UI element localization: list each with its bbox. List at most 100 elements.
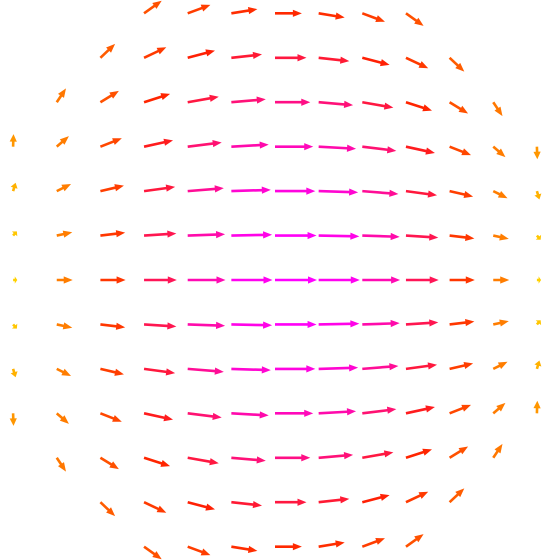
arrow (449, 189, 474, 199)
arrow (55, 88, 66, 103)
arrow (405, 145, 435, 155)
arrow (275, 187, 316, 195)
arrow (231, 51, 263, 60)
arrow (492, 145, 506, 158)
arrow (187, 276, 226, 284)
arrow (318, 56, 350, 64)
arrow (361, 56, 390, 67)
arrow (99, 456, 119, 470)
arrow (405, 100, 432, 112)
arrow (362, 319, 400, 328)
arrow (492, 361, 508, 371)
arrow (143, 456, 171, 467)
arrow (275, 409, 314, 417)
arrow (362, 450, 394, 460)
arrow (9, 134, 17, 147)
arrow (405, 491, 429, 504)
arrow (187, 500, 215, 511)
arrow (231, 186, 271, 194)
arrow (100, 230, 126, 238)
arrow (492, 319, 509, 327)
arrow (449, 233, 475, 242)
arrow (275, 454, 311, 462)
arrow (318, 232, 360, 240)
arrow (534, 360, 542, 370)
arrow (449, 404, 472, 415)
arrow (187, 412, 222, 420)
arrow (318, 496, 350, 504)
arrow (143, 412, 174, 422)
arrow (318, 540, 345, 548)
arrow (533, 146, 541, 160)
arrow (492, 443, 503, 459)
arrow (187, 140, 222, 148)
arrow (405, 534, 424, 548)
arrow (187, 231, 226, 239)
arrow (11, 323, 18, 329)
arrow (533, 400, 541, 414)
arrow (448, 56, 465, 72)
arrow (231, 500, 263, 509)
arrow (144, 276, 177, 284)
arrow (535, 320, 542, 326)
arrow (100, 367, 124, 376)
arrow (55, 412, 69, 424)
arrow (187, 185, 224, 193)
arrow (362, 406, 397, 415)
arrow (143, 501, 167, 513)
arrow (55, 136, 69, 148)
arrow (362, 100, 394, 110)
arrow (55, 457, 66, 472)
arrow (492, 189, 508, 199)
arrow (318, 144, 357, 152)
arrow (99, 138, 122, 148)
arrow (13, 276, 18, 284)
arrow (449, 145, 472, 156)
arrow (143, 93, 171, 104)
arrow (99, 90, 119, 104)
arrow (99, 501, 116, 517)
arrow (143, 184, 176, 193)
arrow (449, 276, 475, 284)
arrow (405, 189, 438, 198)
arrow (100, 184, 124, 193)
arrow (143, 47, 167, 59)
arrow (318, 276, 360, 284)
arrow (318, 188, 359, 196)
arrow (493, 276, 510, 284)
arrow (318, 364, 359, 372)
arrow (56, 322, 73, 330)
arrow (362, 189, 399, 197)
arrow (231, 231, 273, 239)
arrow (187, 321, 226, 329)
arrow (275, 498, 307, 506)
arrow (143, 138, 174, 148)
arrow (231, 276, 273, 284)
arrow (10, 368, 18, 378)
arrow (492, 101, 503, 117)
arrow (10, 182, 18, 192)
arrow (492, 402, 506, 415)
arrow (362, 276, 401, 284)
arrow (187, 94, 219, 104)
arrow (143, 0, 162, 15)
arrow (231, 7, 258, 15)
arrow (56, 367, 72, 377)
arrow (231, 366, 271, 374)
arrow (361, 538, 385, 548)
arrow (448, 101, 469, 114)
arrow (9, 413, 17, 426)
arrow (405, 276, 439, 284)
arrow (56, 276, 73, 284)
arrow (275, 143, 314, 151)
arrow (536, 276, 542, 284)
arrow (362, 145, 397, 154)
arrow (405, 56, 429, 69)
arrow (99, 412, 122, 422)
arrow (275, 543, 302, 551)
arrow (231, 545, 258, 553)
arrow (318, 100, 354, 108)
arrow (448, 488, 465, 504)
arrow (275, 54, 307, 62)
